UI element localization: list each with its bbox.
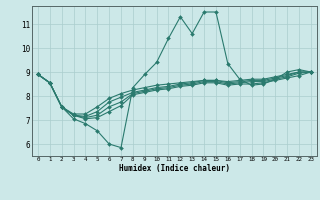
X-axis label: Humidex (Indice chaleur): Humidex (Indice chaleur) bbox=[119, 164, 230, 173]
